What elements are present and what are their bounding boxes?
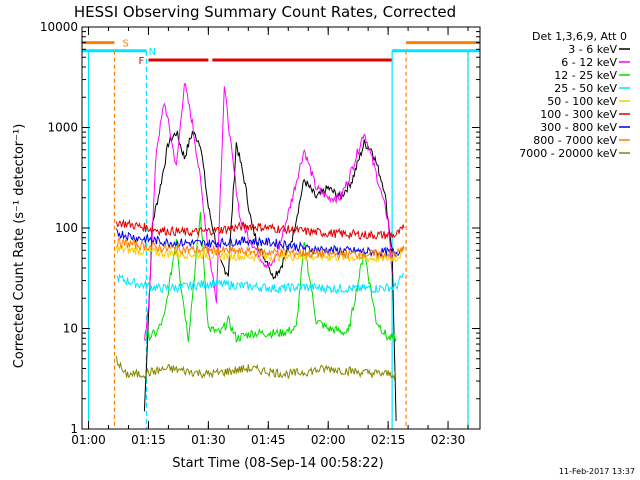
- y-tick-label: 10: [63, 322, 78, 336]
- series-layer: [116, 83, 405, 422]
- x-tick-label: 01:00: [71, 433, 106, 447]
- legend-label: 7000 - 20000 keV: [519, 147, 617, 160]
- x-tick-label: 02:30: [431, 433, 466, 447]
- axes: 01:00 01:15 01:30 01:45 02:00 02:15 02:30 1 10 10…: [40, 20, 480, 447]
- legend-label: 50 - 100 keV: [547, 95, 617, 108]
- legend-title: Det 1,3,6,9, Att 0: [532, 30, 627, 43]
- legend-label: 12 - 25 keV: [554, 69, 617, 82]
- footer-timestamp: 11-Feb-2017 13:37: [559, 467, 635, 476]
- y-tick-label: 1: [70, 422, 78, 436]
- series-line-1: [143, 83, 393, 341]
- x-tick-label: 01:15: [131, 433, 166, 447]
- legend-label: 800 - 7000 keV: [533, 134, 617, 147]
- y-tick-label: 10000: [40, 20, 78, 34]
- series-line-8: [116, 356, 397, 381]
- series-line-2: [144, 212, 397, 344]
- legend-label: 300 - 800 keV: [540, 121, 617, 134]
- series-line-0: [143, 130, 397, 422]
- attenuator-flags: S NF: [82, 39, 480, 429]
- x-tick-label: 01:30: [191, 433, 226, 447]
- x-tick-label: 01:45: [251, 433, 286, 447]
- flag-label: F: [138, 56, 144, 67]
- flag-label: S: [122, 39, 128, 50]
- legend-label: 3 - 6 keV: [568, 43, 617, 56]
- chart-title: HESSI Observing Summary Count Rates, Cor…: [74, 3, 456, 21]
- x-tick-label: 02:15: [371, 433, 406, 447]
- series-line-6: [116, 228, 405, 258]
- flag-label: N: [148, 47, 155, 58]
- series-line-7: [116, 237, 405, 260]
- x-tick-label: 02:00: [311, 433, 346, 447]
- legend-label: 6 - 12 keV: [561, 56, 617, 69]
- series-line-5: [116, 218, 405, 240]
- series-line-3: [116, 272, 405, 295]
- y-axis-label: Corrected Count Rate (s⁻¹ detector⁻¹): [12, 124, 27, 369]
- legend-label: 100 - 300 keV: [540, 108, 617, 121]
- y-tick-label: 1000: [47, 121, 78, 135]
- y-tick-label: 100: [55, 221, 78, 235]
- x-axis-label: Start Time (08-Sep-14 00:58:22): [172, 456, 383, 471]
- legend-label: 25 - 50 keV: [554, 82, 617, 95]
